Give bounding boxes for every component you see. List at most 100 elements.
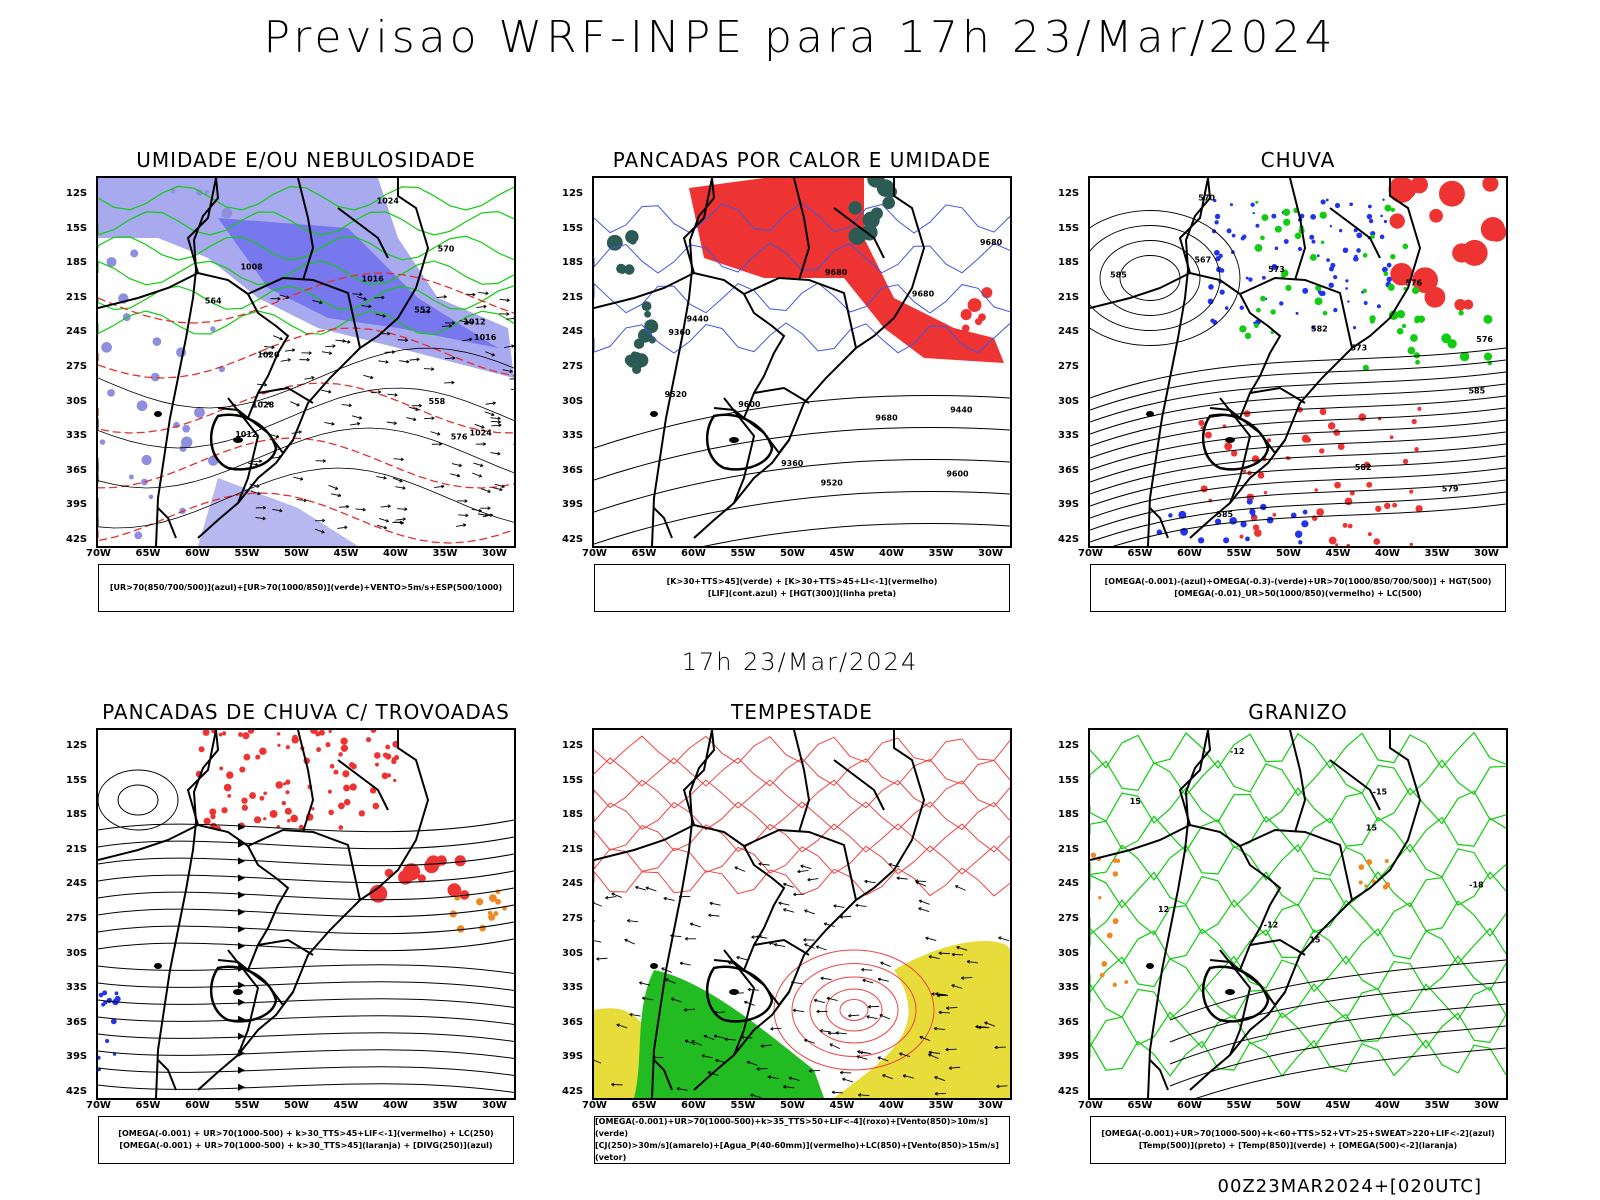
state-border: [1239, 828, 1353, 901]
lat-tick-label: 21S: [562, 291, 584, 303]
contour-label: 558: [429, 397, 446, 406]
wind-vector: [393, 458, 404, 460]
legend-line: [CJ(250)>30m/s](amarelo)+[Agua_P(40-60mm…: [595, 1141, 999, 1162]
wind-vector: [934, 1076, 946, 1082]
temp500-contour: [1195, 1047, 1506, 1098]
omega-blue-south: [1197, 537, 1205, 544]
wind-vector: [399, 479, 403, 483]
wind-vector: [867, 1004, 872, 1009]
lon-tick-label: 55W: [730, 548, 756, 559]
wind-vector: [452, 356, 456, 360]
wind-vector: [341, 404, 352, 406]
humidity-blob: [130, 249, 139, 258]
omega-blue: [1250, 202, 1255, 207]
humidity-blob: [181, 436, 193, 448]
isobar: [98, 347, 514, 409]
humidity-blob: [99, 439, 106, 445]
omega-green: [1319, 211, 1327, 219]
thunder-red: [372, 802, 380, 810]
state-border: [793, 178, 811, 281]
omega-blue: [1379, 234, 1385, 240]
omega-blue: [1212, 319, 1218, 325]
wind-vector: [260, 401, 271, 404]
humidity-blue-shade-south: [198, 478, 358, 546]
wind-vector: [386, 421, 397, 424]
thunder-red: [241, 797, 248, 804]
state-border: [1239, 293, 1282, 419]
thunder-orange: [495, 898, 502, 905]
wind-vector: [709, 902, 721, 906]
rain-red-light: [1253, 529, 1262, 537]
wind-vector: [399, 360, 410, 363]
omega-green: [1270, 309, 1276, 315]
thunder-red: [282, 782, 287, 786]
contour-label: 12: [1158, 905, 1169, 914]
wind-vector: [395, 486, 406, 489]
streamline: [98, 964, 514, 974]
wind-vector: [933, 1026, 938, 1031]
humidity-blob: [148, 494, 154, 500]
wind-vector: [279, 508, 283, 513]
state-border: [682, 178, 713, 274]
lc500-ring: [1090, 210, 1241, 346]
green-contour: [98, 210, 514, 236]
omega-green: [1282, 208, 1291, 217]
wind-vector: [611, 892, 615, 896]
contour-label: 576: [1405, 279, 1422, 288]
wind-vector: [934, 1027, 946, 1031]
wind-vector: [747, 987, 751, 992]
wind-vector: [856, 1055, 860, 1059]
thunder-red: [393, 754, 400, 761]
omega-green: [1411, 286, 1420, 295]
lon-tick-label: 40W: [879, 1100, 904, 1111]
contour-label: 15: [1366, 823, 1378, 832]
lon-tick-label: 40W: [1375, 1100, 1400, 1111]
state-border: [743, 828, 857, 901]
wind-vector: [925, 936, 929, 941]
lon-tick-label: 30W: [978, 548, 1003, 559]
uruguay-border: [1202, 965, 1270, 1023]
streamline-arrow: [237, 908, 246, 916]
omega-orange: [1112, 982, 1117, 987]
wind-vector: [679, 961, 683, 966]
wind-vector: [296, 499, 307, 501]
lat-tick-label: 39S: [1058, 499, 1080, 511]
wind-vector: [332, 344, 336, 348]
isobar: [98, 427, 514, 489]
lat-tick-label: 24S: [1058, 326, 1080, 338]
wind-vector: [298, 430, 302, 434]
wind-vector: [756, 1067, 760, 1071]
wind-vector: [919, 1036, 931, 1042]
rain-red-light: [1344, 497, 1353, 506]
contour-label: 9680: [980, 238, 1003, 247]
wind-vector: [703, 1035, 715, 1041]
thunder-red: [329, 763, 335, 769]
wind-vector: [444, 357, 456, 360]
streamline: [98, 981, 514, 991]
thunder-red: [385, 744, 391, 750]
omega-orange: [1099, 972, 1105, 978]
divergence-blue: [105, 1038, 110, 1044]
wind-vector: [458, 463, 462, 468]
wind-vector: [397, 339, 408, 341]
wind-vector: [415, 407, 419, 412]
thunder-red: [276, 732, 281, 736]
wind-vector: [356, 421, 361, 426]
lat-tick-label: 36S: [66, 1016, 88, 1028]
lake-marker: [154, 411, 162, 417]
wind-vector: [918, 899, 923, 904]
wind-vector: [676, 1087, 680, 1091]
lat-tick-label: 30S: [562, 395, 584, 407]
wind-vector: [256, 484, 260, 488]
wind-vector: [848, 1013, 852, 1018]
lat-tick-label: 27S: [66, 361, 88, 372]
wind-vector: [485, 351, 495, 356]
wind-vector: [996, 1085, 1008, 1087]
lon-tick-label: 65W: [135, 548, 161, 559]
wind-vector: [877, 978, 889, 982]
instability-teal: [624, 264, 635, 275]
wind-vector: [767, 1075, 771, 1079]
wind-vector: [387, 331, 391, 336]
wind-vector: [451, 380, 455, 385]
wind-vector: [665, 978, 676, 984]
